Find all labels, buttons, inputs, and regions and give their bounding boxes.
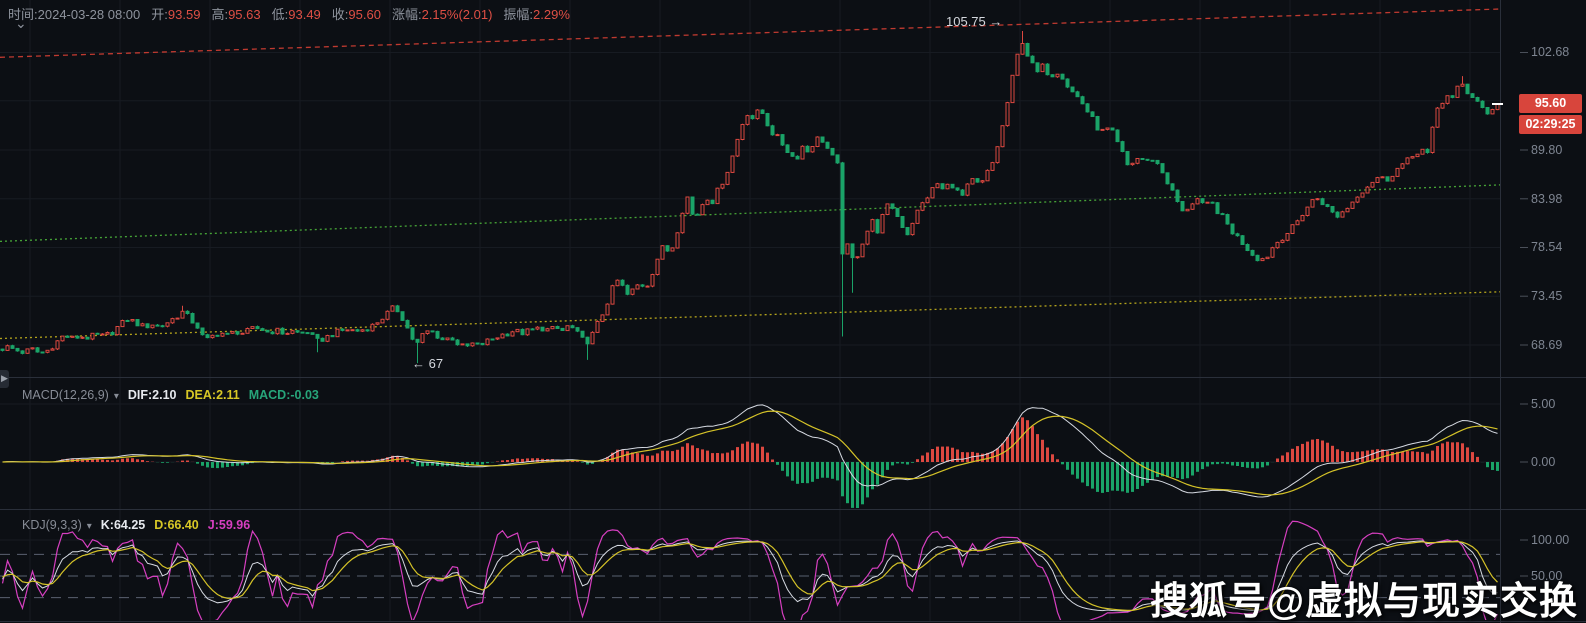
ohlc-label: 涨幅: — [391, 7, 422, 22]
ohlc-label: 收: — [331, 7, 349, 22]
price-axis-label: 73.45 — [1531, 289, 1563, 304]
macd-header: MACD(12,26,9) ▾ DIF:2.10 DEA:2.11 MACD:-0.03 — [22, 388, 328, 402]
pane-collapse-handle[interactable]: ▶ — [0, 370, 9, 388]
ohlc-value: 2.29% — [533, 7, 570, 22]
ohlc-label: 振幅: — [503, 7, 534, 22]
kdj-axis-label: 100.00 — [1531, 533, 1570, 547]
kdj-value: D:66.40 — [154, 518, 199, 532]
countdown-badge: 02:29:25 — [1519, 115, 1582, 134]
macd-axis-label: 0.00 — [1531, 455, 1556, 469]
kdj-axis-label: 50.00 — [1531, 569, 1563, 583]
price-axis-label: 102.68 — [1531, 45, 1570, 60]
ohlc-value: 93.59 — [167, 7, 201, 22]
ohlc-value: 95.60 — [348, 7, 381, 22]
triangle-right-icon: ▶ — [1, 373, 8, 383]
chevron-down-icon[interactable]: ▾ — [86, 521, 92, 532]
macd-axis-label: 5.00 — [1531, 397, 1556, 411]
watermark: 搜狐号@虚拟与现实交换 — [1149, 581, 1578, 623]
ohlc-info-bar: 时间:2024-03-28 08:00 开:93.59 高:95.63 低:93.49… — [8, 4, 581, 23]
macd-value: DIF:2.10 — [127, 388, 177, 402]
current-price-badge: 95.60 — [1519, 94, 1582, 113]
ohlc-value: 95.63 — [228, 7, 261, 22]
macd-name[interactable]: MACD(12,26,9) — [22, 388, 109, 402]
ohlc-value: 2024-03-28 08:00 — [37, 7, 141, 22]
chevron-down-icon[interactable]: ▾ — [113, 391, 119, 402]
kdj-name[interactable]: KDJ(9,3,3) — [22, 518, 82, 532]
price-axis-label: 68.69 — [1531, 337, 1563, 352]
low-annotation: ← 67 — [412, 356, 444, 372]
price-axis-label: 83.98 — [1531, 191, 1563, 206]
price-axis-label: 78.54 — [1531, 240, 1563, 255]
kdj-header: KDJ(9,3,3) ▾ K:64.25 D:66.40 J:59.96 — [22, 518, 259, 532]
macd-value: MACD:-0.03 — [248, 388, 319, 402]
price-axis-label: 89.80 — [1531, 143, 1563, 157]
kdj-value: K:64.25 — [100, 518, 146, 532]
ohlc-label: 时间: — [8, 7, 38, 22]
ohlc-value: 2.15%(2.01) — [421, 7, 493, 22]
chevron-down-icon[interactable]: ⌄ — [15, 15, 27, 31]
ohlc-value: 93.49 — [288, 7, 321, 22]
kdj-value: J:59.96 — [207, 518, 251, 532]
ohlc-label: 高: — [211, 7, 229, 22]
macd-value: DEA:2.11 — [185, 388, 240, 402]
ohlc-label: 开: — [151, 7, 168, 22]
ohlc-label: 低: — [271, 7, 289, 22]
high-annotation: 105.75 → — [946, 14, 1003, 30]
